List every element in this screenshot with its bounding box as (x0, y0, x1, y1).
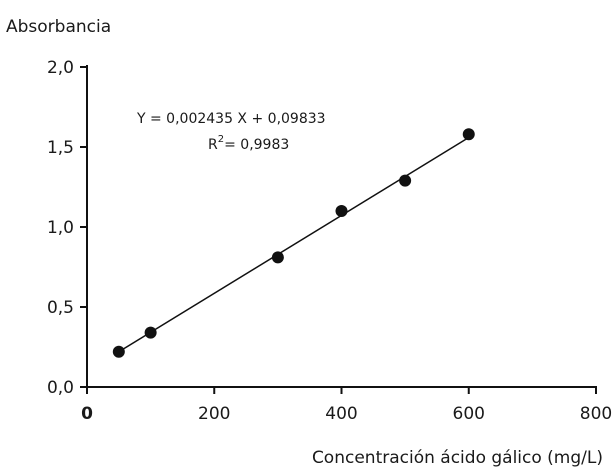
data-point (399, 174, 412, 187)
data-point (335, 205, 348, 217)
data-point (112, 345, 125, 358)
data-point (271, 251, 284, 264)
data-point (144, 326, 157, 339)
x-ticks: 0 200 400 600 800 (81, 387, 612, 424)
y-axis-title: Absorbancia (6, 17, 111, 37)
data-points (112, 128, 475, 358)
r-squared-symbol: R (208, 137, 218, 153)
r-squared-value: = 0,9983 (224, 137, 289, 153)
y-tick-label: 1,0 (47, 218, 74, 238)
x-tick-label: 400 (325, 404, 357, 424)
regression-equation: Y = 0,002435 X + 0,09833 (136, 111, 326, 127)
x-tick-label: 200 (198, 404, 230, 424)
y-tick-label: 0,5 (47, 298, 74, 318)
x-axis-title: Concentración ácido gálico (mg/L) (312, 448, 603, 468)
r-squared-annotation: R2= 0,9983 (208, 134, 289, 153)
y-tick-label: 1,5 (47, 138, 74, 158)
y-tick-label: 0,0 (47, 378, 74, 398)
x-tick-label: 600 (453, 404, 485, 424)
r-squared-superscript: 2 (218, 134, 224, 145)
x-tick-label: 800 (580, 404, 612, 424)
y-tick-label: 2,0 (47, 58, 74, 78)
y-ticks: 0,0 0,5 1,0 1,5 2,0 (47, 58, 87, 398)
data-point (462, 128, 475, 141)
x-tick-label: 0 (81, 404, 93, 424)
regression-line (118, 136, 470, 353)
